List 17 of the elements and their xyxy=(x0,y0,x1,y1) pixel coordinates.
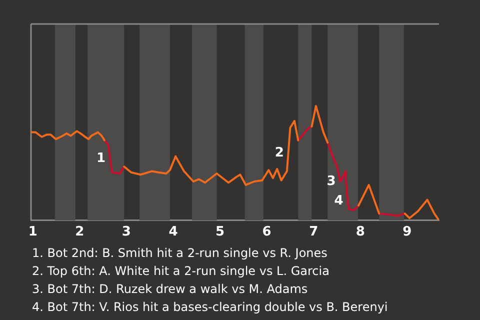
text: 3. Bot 7th: D. Ruzek drew a walk vs M. Adams xyxy=(32,281,309,298)
annotation: 1 xyxy=(96,151,106,166)
x-tick-label: 3 xyxy=(122,224,131,240)
x-tick-label: 4 xyxy=(168,224,178,240)
annotation: 4 xyxy=(334,193,344,208)
x-tick-label: 8 xyxy=(356,224,365,240)
x-tick-label: 5 xyxy=(216,224,225,240)
text: 1. Bot 2nd: B. Smith hit a 2-run single vs R. Jones xyxy=(32,245,328,262)
annotation: 3 xyxy=(326,174,336,189)
text: 2. Top 6th: A. White hit a 2-run single vs L. Garcia xyxy=(32,263,330,280)
x-tick-label: 6 xyxy=(262,224,272,240)
x-tick-label: 9 xyxy=(402,224,412,240)
text: 4. Bot 7th: V. Rios hit a bases-clearing double vs B. Berenyi xyxy=(32,299,388,316)
annotation: 2 xyxy=(274,145,284,160)
x-tick-label: 2 xyxy=(75,224,84,240)
x-tick-label: 1 xyxy=(28,224,38,240)
x-tick-label: 7 xyxy=(309,224,318,240)
